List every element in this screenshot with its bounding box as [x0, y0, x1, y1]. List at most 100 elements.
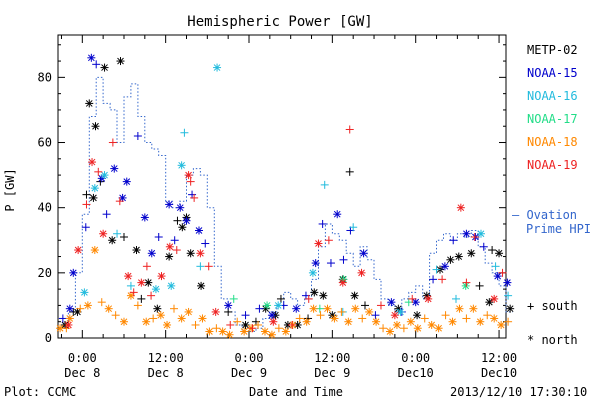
star-d2 [365, 308, 373, 316]
star-d2 [69, 269, 77, 277]
data-point-south [102, 210, 111, 219]
data-point-north [330, 314, 339, 323]
series-noaa-16 [80, 63, 513, 316]
data-point-north [65, 314, 74, 323]
data-point-south [233, 317, 242, 326]
star-d2 [294, 321, 301, 329]
data-point-south [488, 246, 497, 255]
star-d2 [495, 249, 503, 257]
star-d2 [117, 57, 124, 65]
data-point-north [456, 203, 465, 212]
star-d2 [99, 230, 107, 238]
data-point-north [323, 304, 332, 313]
star-d2 [449, 318, 456, 326]
data-point-south [376, 301, 385, 310]
data-point-south [92, 60, 101, 69]
x-tick-label-date: Dec 8 [64, 366, 100, 380]
star-d2 [152, 285, 160, 293]
star-d2 [333, 210, 341, 218]
data-point-north [65, 304, 74, 313]
data-point-south [462, 278, 471, 287]
star-d2 [178, 315, 185, 322]
data-point-north [167, 281, 176, 290]
data-point-north [91, 122, 100, 131]
star-d2 [108, 236, 116, 244]
star-d2 [197, 282, 205, 290]
data-point-north [309, 304, 318, 313]
star-d2 [133, 246, 140, 254]
star-d2 [506, 305, 514, 313]
marker-key: + south * north [527, 299, 578, 347]
x-tick-label-time: 12:00 [481, 351, 517, 365]
star-d2 [309, 269, 317, 277]
data-point-south [320, 180, 329, 189]
star-d2 [274, 302, 282, 309]
legend-entry: NOAA-18 [527, 135, 578, 149]
series-noaa-17 [229, 275, 470, 313]
star-d2 [137, 279, 145, 286]
data-point-north [213, 63, 222, 72]
data-point-north [104, 304, 113, 313]
data-point-north [218, 327, 227, 336]
data-point-south [326, 259, 335, 268]
y-tick-label: 40 [38, 201, 52, 215]
star-d2 [462, 282, 470, 290]
star-d2 [124, 272, 132, 280]
data-point-south [432, 265, 441, 274]
x-tick-label-date: Dec 8 [148, 366, 184, 380]
data-point-north [311, 259, 320, 268]
data-point-north [469, 304, 478, 313]
data-point-north [85, 99, 94, 108]
data-point-south [345, 167, 354, 176]
data-point-north [211, 307, 220, 316]
data-point-south [196, 262, 205, 271]
x-tick-label-date: Dec10 [481, 366, 517, 380]
data-point-south [115, 197, 124, 206]
star-d2 [386, 328, 394, 335]
data-point-north [194, 226, 203, 235]
data-point-north [350, 291, 359, 300]
data-point-north [80, 288, 89, 297]
data-point-south [190, 193, 199, 202]
data-point-north [100, 171, 109, 180]
data-point-north [281, 327, 290, 336]
data-point-north [267, 330, 276, 339]
plot-border [57, 34, 507, 339]
series-noaa-18 [56, 246, 513, 339]
plot-timestamp: 2013/12/10 17:30:10 [450, 385, 587, 399]
star-d2 [467, 249, 475, 257]
data-point-south [111, 311, 120, 320]
data-point-south [129, 288, 138, 297]
data-point-south [339, 255, 348, 264]
star-d2 [141, 214, 149, 221]
data-point-north [387, 298, 396, 307]
data-point-north [147, 249, 156, 258]
star-d2 [413, 311, 421, 319]
data-point-south [212, 324, 221, 333]
data-point-north [357, 268, 366, 277]
star-d2 [435, 324, 442, 332]
star-d2 [165, 201, 173, 208]
data-point-north [88, 158, 97, 167]
star-d2 [88, 158, 96, 166]
data-point-north [177, 161, 186, 170]
series-noaa-15 [58, 53, 512, 323]
data-point-north [440, 262, 449, 271]
data-point-south [404, 298, 413, 307]
data-point-north [87, 53, 96, 62]
data-point-north [177, 314, 186, 323]
star-d2 [197, 249, 204, 257]
data-point-south [504, 317, 513, 326]
data-point-north [116, 57, 125, 66]
star-d2 [268, 311, 276, 319]
star-d2 [490, 295, 498, 303]
data-point-south [438, 275, 447, 284]
star-d2 [423, 292, 431, 299]
data-point-south [349, 223, 358, 232]
data-point-north [263, 301, 272, 310]
data-point-south [170, 236, 179, 245]
star-d2 [90, 194, 97, 202]
data-point-north [198, 314, 207, 323]
data-point-north [461, 281, 470, 290]
star-d2 [178, 161, 185, 169]
